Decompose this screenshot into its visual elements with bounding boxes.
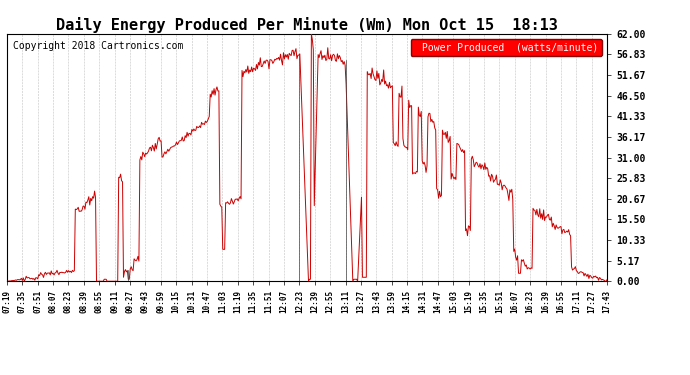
Legend: Power Produced  (watts/minute): Power Produced (watts/minute) xyxy=(411,39,602,56)
Text: Copyright 2018 Cartronics.com: Copyright 2018 Cartronics.com xyxy=(13,41,184,51)
Title: Daily Energy Produced Per Minute (Wm) Mon Oct 15  18:13: Daily Energy Produced Per Minute (Wm) Mo… xyxy=(56,16,558,33)
